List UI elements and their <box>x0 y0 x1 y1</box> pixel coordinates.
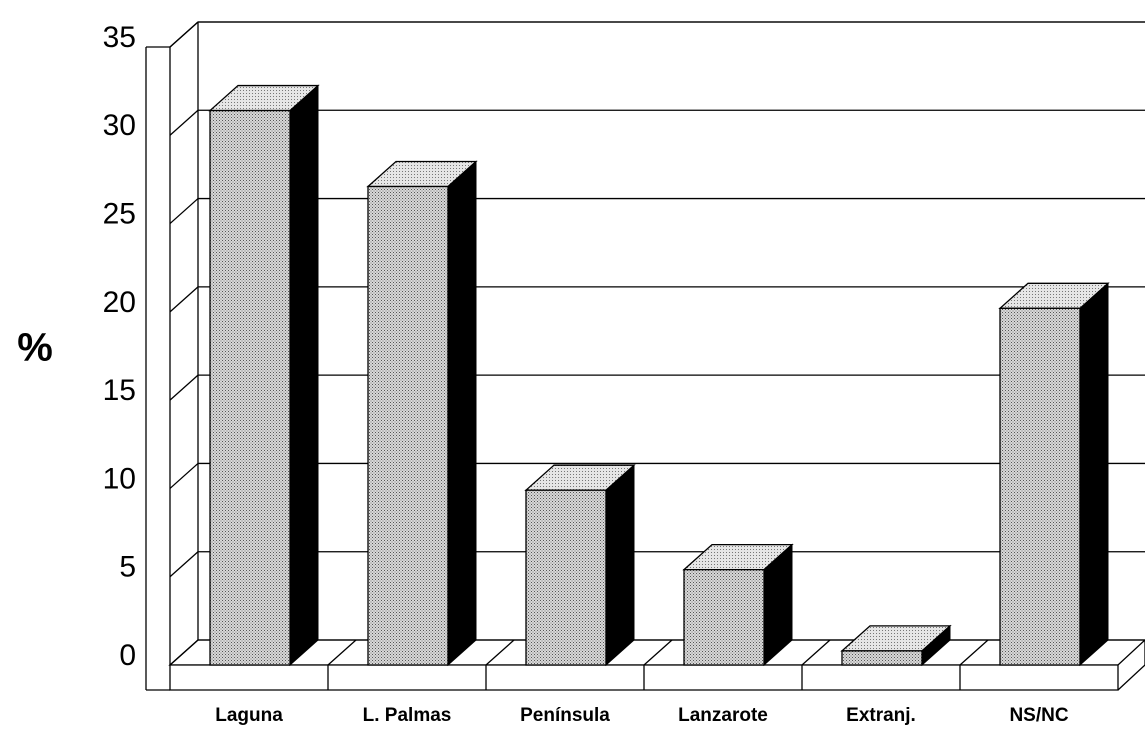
bar <box>999 307 1081 666</box>
grid-line <box>169 198 199 225</box>
grid-line <box>169 374 199 401</box>
bar-side <box>289 84 319 667</box>
x-tick-label: Lanzarote <box>678 705 768 726</box>
bar-side <box>447 160 477 667</box>
y-tick-label: 10 <box>103 462 136 495</box>
grid-line <box>169 21 199 48</box>
floor-divider <box>801 639 831 666</box>
x-tick-label: Extranj. <box>846 705 916 726</box>
grid-line <box>169 109 199 136</box>
floor-divider <box>327 639 357 666</box>
x-tick-label: NS/NC <box>1009 705 1068 726</box>
floor-divider <box>643 639 673 666</box>
grid-line <box>169 462 199 489</box>
y-tick-label: 25 <box>103 197 136 230</box>
floor-divider <box>485 639 515 666</box>
floor-divider <box>959 639 989 666</box>
bar <box>525 489 607 666</box>
x-tick-label: Península <box>520 705 610 726</box>
x-tick-label: L. Palmas <box>363 705 452 726</box>
bar-side <box>605 464 635 667</box>
y-tick-label: 5 <box>119 551 136 584</box>
bar-side <box>1079 282 1109 667</box>
y-tick-label: 30 <box>103 109 136 142</box>
grid-line <box>169 639 199 666</box>
y-tick-label: 20 <box>103 286 136 319</box>
bar <box>683 569 765 666</box>
y-tick-label: 35 <box>103 21 136 54</box>
bar <box>367 185 449 666</box>
y-tick-label: 15 <box>103 374 136 407</box>
grid-line <box>169 551 199 578</box>
bar <box>209 109 291 666</box>
bar <box>841 650 923 666</box>
grid-line <box>169 286 199 313</box>
x-tick-label: Laguna <box>215 705 283 726</box>
y-tick-label: 0 <box>119 639 136 672</box>
y-axis-label: % <box>17 326 53 370</box>
